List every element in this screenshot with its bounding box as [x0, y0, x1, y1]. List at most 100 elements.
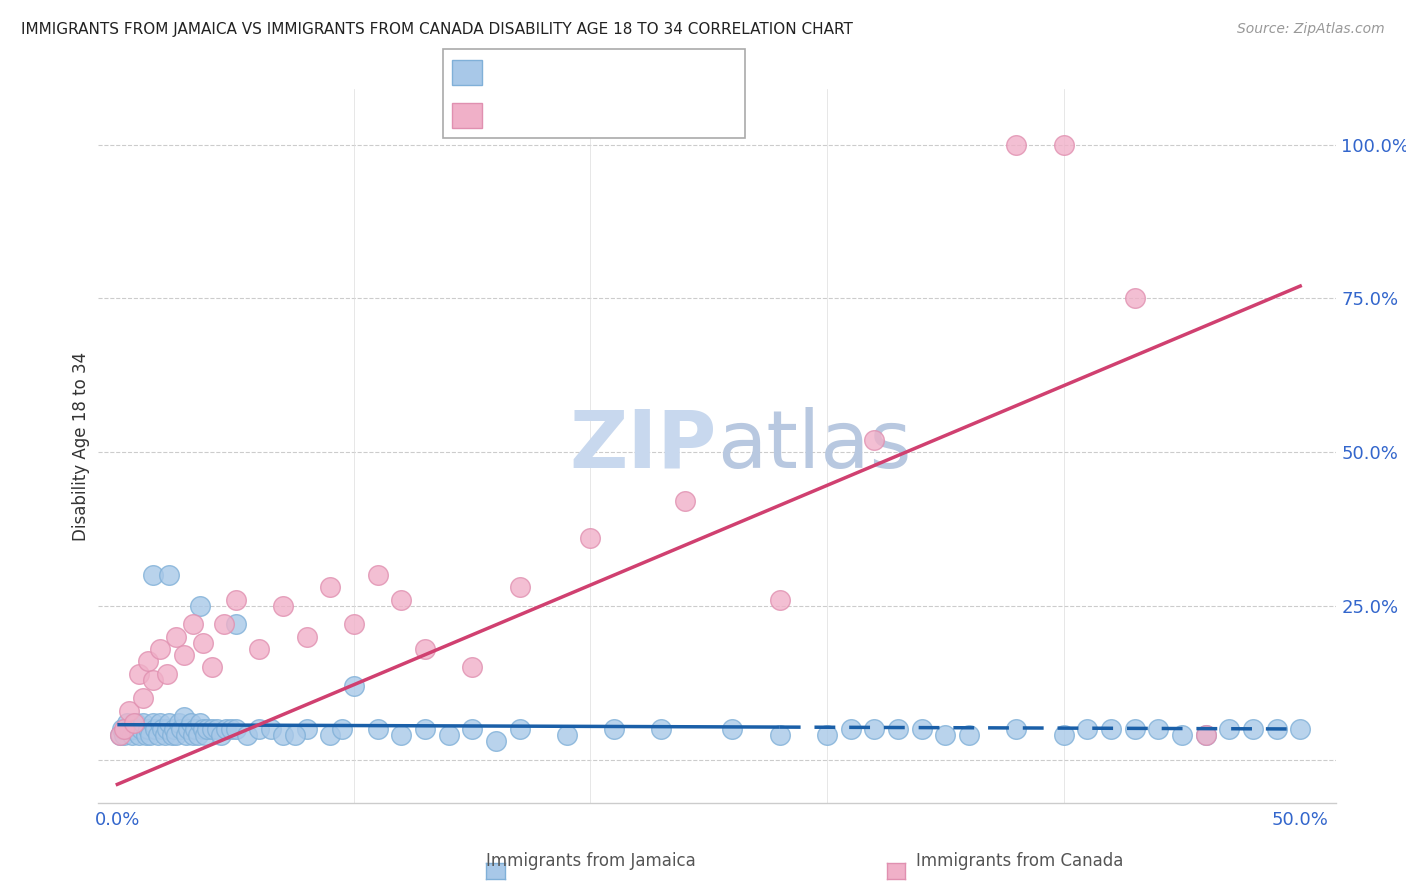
Point	[721, 722, 744, 736]
Point	[146, 728, 169, 742]
Text: R =: R =	[489, 62, 527, 81]
Point	[815, 728, 838, 742]
Point	[121, 728, 143, 742]
Point	[191, 636, 214, 650]
Point	[201, 660, 224, 674]
Point	[284, 728, 307, 742]
Point	[150, 722, 173, 736]
Y-axis label: Disability Age 18 to 34: Disability Age 18 to 34	[72, 351, 90, 541]
Point	[389, 592, 412, 607]
Point	[485, 734, 508, 748]
Point	[125, 715, 148, 730]
Point	[1099, 722, 1122, 736]
Text: R =: R =	[489, 106, 527, 124]
Text: Immigrants from Canada: Immigrants from Canada	[915, 852, 1123, 870]
Text: 0.682: 0.682	[538, 106, 593, 124]
Point	[769, 728, 792, 742]
Point	[1194, 728, 1216, 742]
Point	[330, 722, 353, 736]
Text: ZIP: ZIP	[569, 407, 717, 485]
Point	[142, 673, 165, 687]
Point	[209, 728, 232, 742]
Bar	[451, 103, 482, 128]
Point	[389, 728, 412, 742]
Point	[863, 722, 886, 736]
Point	[205, 722, 228, 736]
Point	[247, 642, 270, 657]
Point	[181, 617, 204, 632]
Point	[367, 568, 389, 582]
Point	[114, 722, 136, 736]
Point	[187, 728, 209, 742]
Point	[160, 728, 183, 742]
Point	[215, 722, 238, 736]
Point	[115, 715, 138, 730]
Point	[132, 715, 155, 730]
Point	[184, 722, 207, 736]
Point	[650, 722, 672, 736]
Point	[114, 728, 136, 742]
Point	[212, 617, 235, 632]
Text: 88: 88	[669, 62, 693, 81]
Point	[108, 728, 131, 742]
FancyBboxPatch shape	[443, 49, 745, 138]
Point	[149, 715, 172, 730]
Point	[111, 722, 134, 736]
Text: atlas: atlas	[717, 407, 911, 485]
Point	[219, 722, 242, 736]
Point	[236, 728, 259, 742]
Point	[509, 581, 531, 595]
Text: N =: N =	[624, 62, 664, 81]
Point	[128, 728, 150, 742]
Point	[461, 660, 484, 674]
Point	[170, 722, 193, 736]
Point	[139, 728, 162, 742]
Text: -0.040: -0.040	[538, 62, 600, 81]
Point	[128, 666, 150, 681]
Point	[1053, 728, 1076, 742]
Point	[343, 679, 366, 693]
Point	[163, 722, 186, 736]
Point	[142, 715, 165, 730]
Point	[1241, 722, 1264, 736]
Point	[1053, 137, 1076, 152]
Point	[173, 709, 195, 723]
Point	[157, 568, 180, 582]
Text: Source: ZipAtlas.com: Source: ZipAtlas.com	[1237, 22, 1385, 37]
Text: Immigrants from Jamaica: Immigrants from Jamaica	[485, 852, 696, 870]
Point	[437, 728, 460, 742]
Point	[887, 722, 910, 736]
Point	[136, 722, 159, 736]
Point	[1171, 728, 1194, 742]
Point	[166, 728, 188, 742]
Bar	[451, 60, 482, 85]
Point	[1123, 291, 1146, 305]
Point	[367, 722, 389, 736]
Point	[201, 722, 224, 736]
Point	[343, 617, 366, 632]
Point	[188, 599, 211, 613]
Point	[934, 728, 956, 742]
Point	[911, 722, 934, 736]
Point	[1123, 722, 1146, 736]
Point	[673, 494, 696, 508]
Text: IMMIGRANTS FROM JAMAICA VS IMMIGRANTS FROM CANADA DISABILITY AGE 18 TO 34 CORREL: IMMIGRANTS FROM JAMAICA VS IMMIGRANTS FR…	[21, 22, 853, 37]
Point	[769, 592, 792, 607]
Point	[1005, 722, 1028, 736]
Point	[143, 722, 166, 736]
Point	[174, 728, 197, 742]
Point	[260, 722, 283, 736]
Point	[180, 715, 202, 730]
Point	[157, 715, 180, 730]
Point	[177, 722, 200, 736]
Text: 35: 35	[669, 106, 693, 124]
Point	[188, 715, 211, 730]
Point	[957, 728, 980, 742]
Point	[132, 691, 155, 706]
Point	[191, 722, 214, 736]
Point	[136, 654, 159, 668]
Point	[135, 728, 157, 742]
Point	[108, 728, 131, 742]
Point	[118, 704, 141, 718]
Point	[863, 433, 886, 447]
